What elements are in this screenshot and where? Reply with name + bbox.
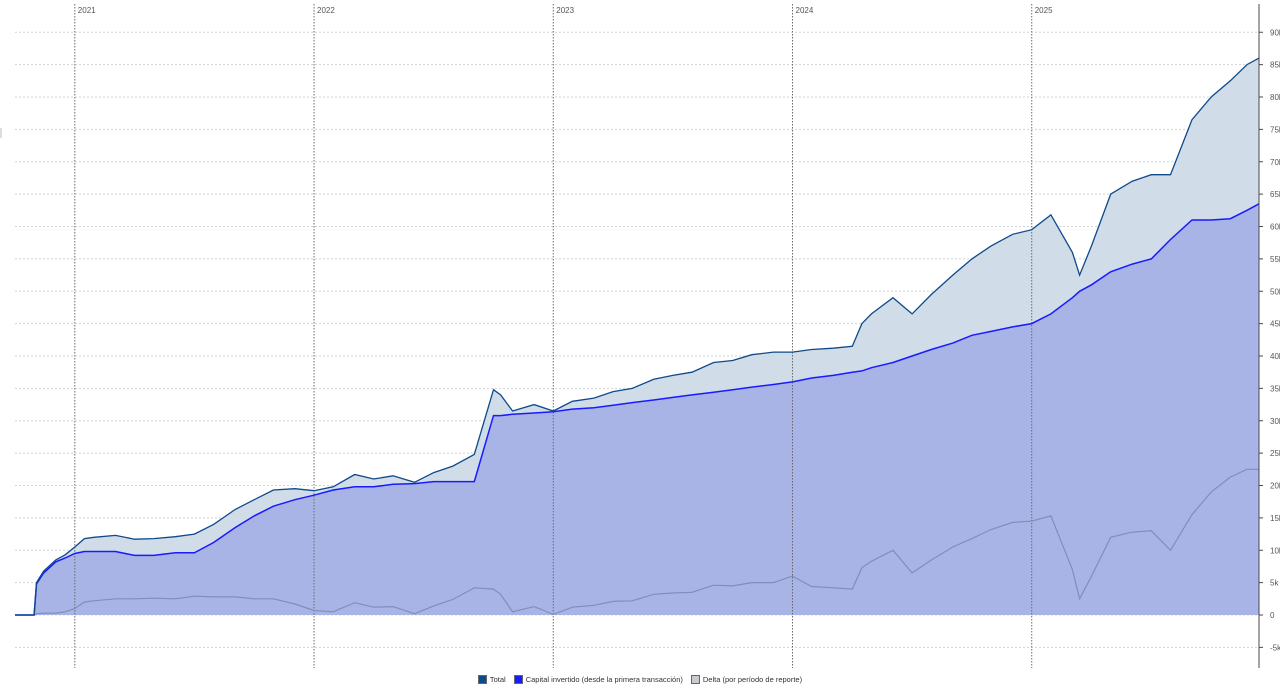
- y-tick-label: 50k: [1270, 287, 1280, 296]
- y-tick-label: 70k: [1270, 158, 1280, 167]
- legend-swatch-delta: [690, 675, 700, 684]
- x-axis-labels: 2021 2022 2023 2024 2025: [78, 6, 1053, 15]
- y-tick-label: 35k: [1270, 384, 1280, 393]
- y-tick-label: 45k: [1270, 320, 1280, 329]
- left-edge-marker: [0, 128, 2, 138]
- y-tick-label: 60k: [1270, 223, 1280, 232]
- y-tick-label: 25k: [1270, 449, 1280, 458]
- y-tick-label: 5k: [1270, 579, 1279, 588]
- delta-line: [15, 468, 1259, 616]
- legend-label-delta: Delta (por período de reporte): [702, 675, 803, 684]
- legend-label-capital: Capital invertido (desde la primera tran…: [525, 675, 683, 684]
- x-tick-label: 2021: [78, 6, 96, 15]
- capital-line: [15, 203, 1260, 616]
- y-axis: -5k 0 5k 10k 15k 20k 25k 30k 35k 40k 45k 50k 55k 60k 6…: [1258, 4, 1280, 668]
- y-tick-label: 55k: [1270, 255, 1280, 264]
- y-tick-label: 80k: [1270, 93, 1280, 102]
- x-tick-label: 2024: [796, 6, 814, 15]
- x-tick-label: 2023: [556, 6, 574, 15]
- legend-item-total[interactable]: Total: [477, 675, 506, 684]
- y-tick-label: 65k: [1270, 190, 1280, 199]
- series-areas: [15, 58, 1259, 616]
- y-tick-label: 40k: [1270, 352, 1280, 361]
- y-tick-label: 15k: [1270, 514, 1280, 523]
- legend-swatch-total: [477, 675, 487, 684]
- chart-legend: Total Capital invertido (desde la primer…: [0, 675, 1280, 684]
- total-line: [15, 57, 1260, 616]
- y-tick-label: 85k: [1270, 61, 1280, 70]
- y-tick-label: 10k: [1270, 546, 1280, 555]
- legend-swatch-capital: [513, 675, 523, 684]
- x-tick-label: 2022: [317, 6, 335, 15]
- y-tick-label: -5k: [1270, 643, 1280, 652]
- capital-area: [15, 203, 1259, 616]
- legend-label-total: Total: [489, 675, 506, 684]
- y-tick-label: 30k: [1270, 417, 1280, 426]
- y-tick-label: 90k: [1270, 28, 1280, 37]
- series-lines: [15, 57, 1260, 616]
- year-gridlines: [74, 4, 1033, 668]
- y-tick-label: 20k: [1270, 482, 1280, 491]
- legend-item-delta[interactable]: Delta (por período de reporte): [690, 675, 803, 684]
- y-tick-label: 0: [1270, 611, 1275, 620]
- legend-item-capital[interactable]: Capital invertido (desde la primera tran…: [513, 675, 683, 684]
- x-tick-label: 2025: [1035, 6, 1053, 15]
- y-tick-label: 75k: [1270, 125, 1280, 134]
